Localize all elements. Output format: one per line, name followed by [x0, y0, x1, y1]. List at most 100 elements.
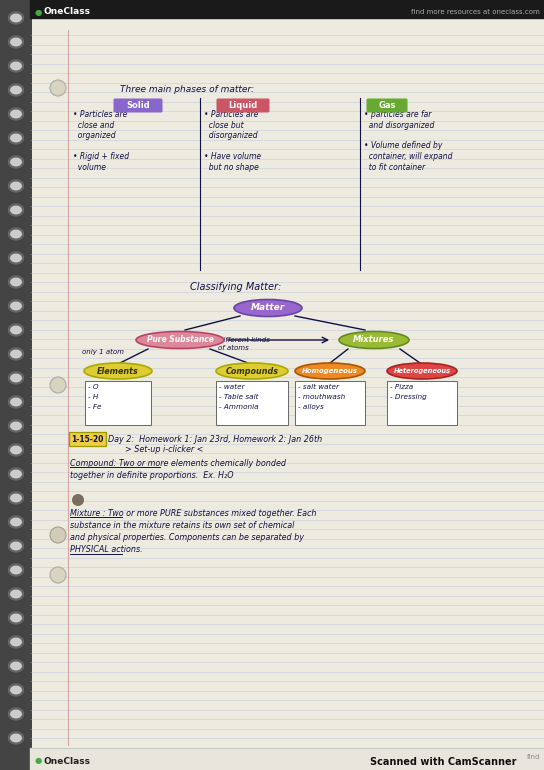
FancyBboxPatch shape — [8, 520, 24, 524]
Ellipse shape — [9, 661, 23, 671]
Text: - alloys: - alloys — [298, 404, 324, 410]
Ellipse shape — [9, 420, 23, 431]
Ellipse shape — [84, 363, 152, 379]
FancyBboxPatch shape — [8, 40, 24, 44]
Text: • Rigid + fixed: • Rigid + fixed — [73, 152, 129, 161]
Text: - mouthwash: - mouthwash — [298, 394, 345, 400]
Ellipse shape — [9, 708, 23, 719]
Text: Solid: Solid — [126, 101, 150, 110]
Ellipse shape — [9, 468, 23, 480]
Text: • particles are far: • particles are far — [364, 110, 431, 119]
Text: Scanned with CamScanner: Scanned with CamScanner — [370, 757, 516, 767]
Ellipse shape — [9, 349, 23, 360]
FancyBboxPatch shape — [8, 376, 24, 380]
Text: Homogeneous: Homogeneous — [302, 368, 358, 374]
FancyBboxPatch shape — [217, 99, 269, 112]
FancyBboxPatch shape — [8, 304, 24, 308]
FancyBboxPatch shape — [8, 640, 24, 644]
Text: 1-15-20: 1-15-20 — [71, 436, 104, 444]
FancyBboxPatch shape — [8, 448, 24, 452]
Text: Matter: Matter — [251, 303, 285, 313]
Text: Classifying Matter:: Classifying Matter: — [190, 282, 281, 292]
Text: OneClass: OneClass — [44, 756, 91, 765]
FancyBboxPatch shape — [8, 616, 24, 620]
FancyBboxPatch shape — [30, 0, 544, 770]
Text: volume: volume — [73, 162, 106, 172]
FancyBboxPatch shape — [8, 184, 24, 188]
FancyBboxPatch shape — [8, 400, 24, 404]
Text: OneClass: OneClass — [44, 8, 91, 16]
Text: > Set-up i-clicker <: > Set-up i-clicker < — [120, 445, 203, 454]
Text: • Particles are: • Particles are — [204, 110, 258, 119]
Text: but no shape: but no shape — [204, 162, 259, 172]
FancyBboxPatch shape — [8, 664, 24, 668]
Text: find more resources at oneclass.com: find more resources at oneclass.com — [411, 9, 540, 15]
Ellipse shape — [9, 732, 23, 744]
FancyBboxPatch shape — [8, 736, 24, 740]
Ellipse shape — [136, 332, 224, 349]
Text: and physical properties. Components can be separated by: and physical properties. Components can … — [70, 533, 304, 542]
FancyBboxPatch shape — [8, 64, 24, 68]
Text: - Ammonia: - Ammonia — [219, 404, 258, 410]
Text: find: find — [527, 754, 540, 760]
Text: container, will expand: container, will expand — [364, 152, 453, 161]
Text: ●: ● — [35, 8, 42, 16]
Text: Mixtures: Mixtures — [353, 336, 395, 344]
Text: - O: - O — [88, 384, 98, 390]
Text: Compound: Two or more elements chemically bonded: Compound: Two or more elements chemicall… — [70, 459, 286, 468]
Text: Gas: Gas — [378, 101, 395, 110]
FancyBboxPatch shape — [367, 99, 407, 112]
Text: - Fe: - Fe — [88, 404, 102, 410]
Text: substance in the mixture retains its own set of chemical: substance in the mixture retains its own… — [70, 521, 294, 530]
Ellipse shape — [9, 85, 23, 95]
Ellipse shape — [9, 373, 23, 383]
Text: Heterogeneous: Heterogeneous — [393, 368, 450, 374]
Ellipse shape — [9, 253, 23, 263]
FancyBboxPatch shape — [8, 88, 24, 92]
FancyBboxPatch shape — [8, 232, 24, 236]
Text: • Have volume: • Have volume — [204, 152, 261, 161]
FancyBboxPatch shape — [8, 424, 24, 428]
FancyBboxPatch shape — [8, 544, 24, 548]
Text: • Particles are: • Particles are — [73, 110, 127, 119]
Text: • Volume defined by: • Volume defined by — [364, 142, 442, 150]
Ellipse shape — [339, 332, 409, 349]
Text: Mixture : Two or more PURE substances mixed together. Each: Mixture : Two or more PURE substances mi… — [70, 509, 317, 518]
FancyBboxPatch shape — [8, 160, 24, 164]
FancyBboxPatch shape — [8, 688, 24, 692]
Ellipse shape — [234, 300, 302, 316]
Ellipse shape — [216, 363, 288, 379]
Text: Liquid: Liquid — [228, 101, 258, 110]
Text: only 1 atom: only 1 atom — [82, 349, 124, 355]
Ellipse shape — [295, 363, 365, 379]
Text: and disorganized: and disorganized — [364, 120, 434, 129]
Circle shape — [50, 567, 66, 583]
Ellipse shape — [9, 156, 23, 168]
Text: close but: close but — [204, 120, 244, 129]
FancyBboxPatch shape — [8, 472, 24, 476]
Ellipse shape — [9, 300, 23, 312]
FancyBboxPatch shape — [8, 208, 24, 212]
FancyBboxPatch shape — [0, 0, 32, 770]
Text: - Table salt: - Table salt — [219, 394, 258, 400]
Circle shape — [50, 527, 66, 543]
Text: - Pizza: - Pizza — [390, 384, 413, 390]
Ellipse shape — [9, 517, 23, 527]
FancyBboxPatch shape — [8, 592, 24, 596]
Text: disorganized: disorganized — [204, 131, 258, 140]
Ellipse shape — [9, 229, 23, 239]
FancyBboxPatch shape — [8, 280, 24, 284]
Ellipse shape — [9, 588, 23, 600]
Ellipse shape — [9, 493, 23, 504]
FancyBboxPatch shape — [69, 432, 106, 446]
Text: Compounds: Compounds — [226, 367, 279, 376]
Circle shape — [50, 80, 66, 96]
Circle shape — [72, 494, 84, 506]
Ellipse shape — [9, 397, 23, 407]
FancyBboxPatch shape — [8, 712, 24, 716]
Ellipse shape — [9, 612, 23, 624]
Ellipse shape — [9, 685, 23, 695]
Text: close and: close and — [73, 120, 114, 129]
Ellipse shape — [9, 12, 23, 24]
Circle shape — [50, 377, 66, 393]
